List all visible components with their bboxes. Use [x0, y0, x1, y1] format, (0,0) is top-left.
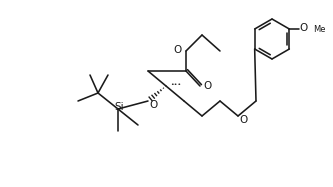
Text: Si: Si [114, 102, 124, 112]
Text: O: O [299, 23, 307, 33]
Text: O: O [174, 45, 182, 55]
Text: •••: ••• [170, 82, 181, 87]
Text: Me: Me [313, 24, 326, 33]
Text: O: O [239, 115, 247, 125]
Text: O: O [203, 81, 211, 91]
Text: O: O [150, 100, 158, 110]
